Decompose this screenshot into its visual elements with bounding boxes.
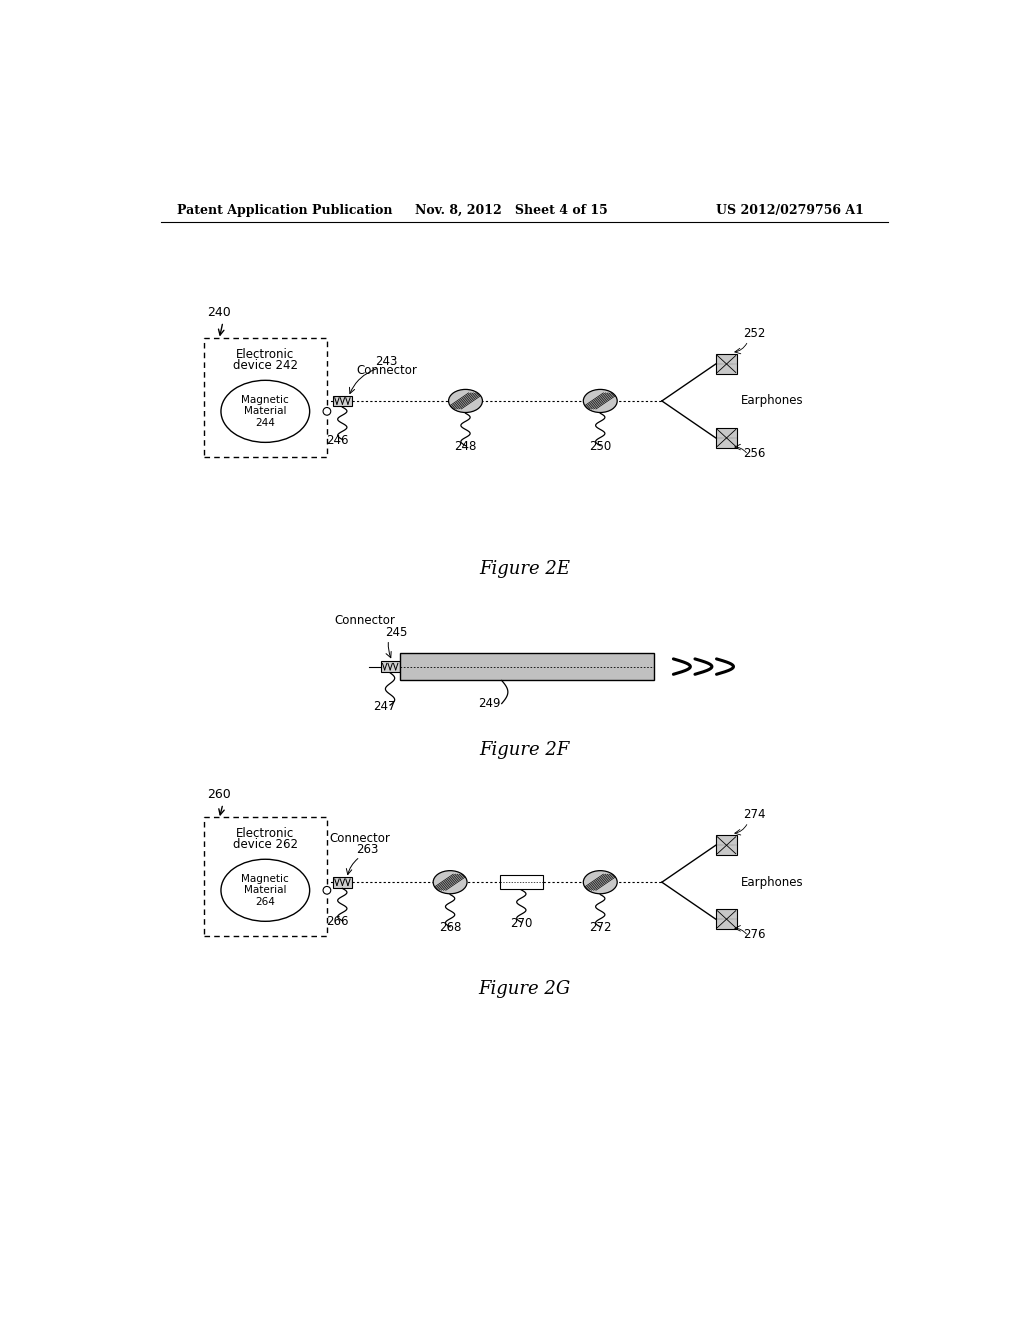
Text: Figure 2F: Figure 2F — [479, 741, 570, 759]
FancyBboxPatch shape — [500, 875, 543, 890]
FancyBboxPatch shape — [716, 354, 737, 374]
Text: 240: 240 — [208, 306, 231, 319]
Text: 266: 266 — [326, 915, 348, 928]
Text: 243: 243 — [376, 355, 397, 368]
Ellipse shape — [221, 859, 309, 921]
FancyBboxPatch shape — [333, 396, 352, 407]
Text: 274: 274 — [742, 808, 765, 821]
Ellipse shape — [221, 380, 309, 442]
Text: 246: 246 — [326, 434, 348, 447]
FancyBboxPatch shape — [333, 876, 352, 887]
Text: Magnetic
Material
244: Magnetic Material 244 — [242, 395, 289, 428]
Text: 272: 272 — [589, 921, 611, 935]
Text: Earphones: Earphones — [740, 875, 803, 888]
Text: US 2012/0279756 A1: US 2012/0279756 A1 — [716, 205, 863, 218]
Text: 263: 263 — [356, 843, 379, 855]
Text: 250: 250 — [589, 441, 611, 453]
Text: Patent Application Publication: Patent Application Publication — [177, 205, 392, 218]
Text: Electronic: Electronic — [237, 828, 295, 841]
Text: 252: 252 — [742, 327, 765, 341]
Text: Magnetic
Material
264: Magnetic Material 264 — [242, 874, 289, 907]
Text: Earphones: Earphones — [740, 395, 803, 408]
Text: 249: 249 — [478, 697, 501, 710]
Text: 247: 247 — [374, 700, 396, 713]
Ellipse shape — [584, 389, 617, 412]
Text: 270: 270 — [510, 917, 532, 929]
Text: Electronic: Electronic — [237, 348, 295, 362]
Ellipse shape — [433, 871, 467, 894]
Text: Figure 2G: Figure 2G — [478, 979, 571, 998]
Text: 260: 260 — [208, 788, 231, 800]
Circle shape — [323, 887, 331, 894]
FancyBboxPatch shape — [716, 428, 737, 447]
Text: 248: 248 — [455, 441, 477, 453]
Text: Connector: Connector — [330, 832, 390, 845]
Text: Connector: Connector — [335, 614, 395, 627]
Text: Figure 2E: Figure 2E — [479, 560, 570, 578]
Text: Connector: Connector — [356, 364, 417, 378]
FancyBboxPatch shape — [381, 661, 400, 672]
Circle shape — [323, 408, 331, 416]
Ellipse shape — [584, 871, 617, 894]
Text: device 262: device 262 — [232, 838, 298, 851]
FancyBboxPatch shape — [204, 338, 327, 457]
Text: 256: 256 — [742, 447, 765, 461]
Text: device 242: device 242 — [232, 359, 298, 372]
Text: 245: 245 — [385, 626, 407, 639]
Text: Nov. 8, 2012   Sheet 4 of 15: Nov. 8, 2012 Sheet 4 of 15 — [416, 205, 608, 218]
Text: 268: 268 — [439, 921, 461, 935]
FancyBboxPatch shape — [204, 817, 327, 936]
Text: 276: 276 — [742, 928, 765, 941]
FancyBboxPatch shape — [716, 836, 737, 855]
FancyBboxPatch shape — [400, 653, 654, 681]
FancyBboxPatch shape — [716, 909, 737, 929]
Ellipse shape — [449, 389, 482, 412]
